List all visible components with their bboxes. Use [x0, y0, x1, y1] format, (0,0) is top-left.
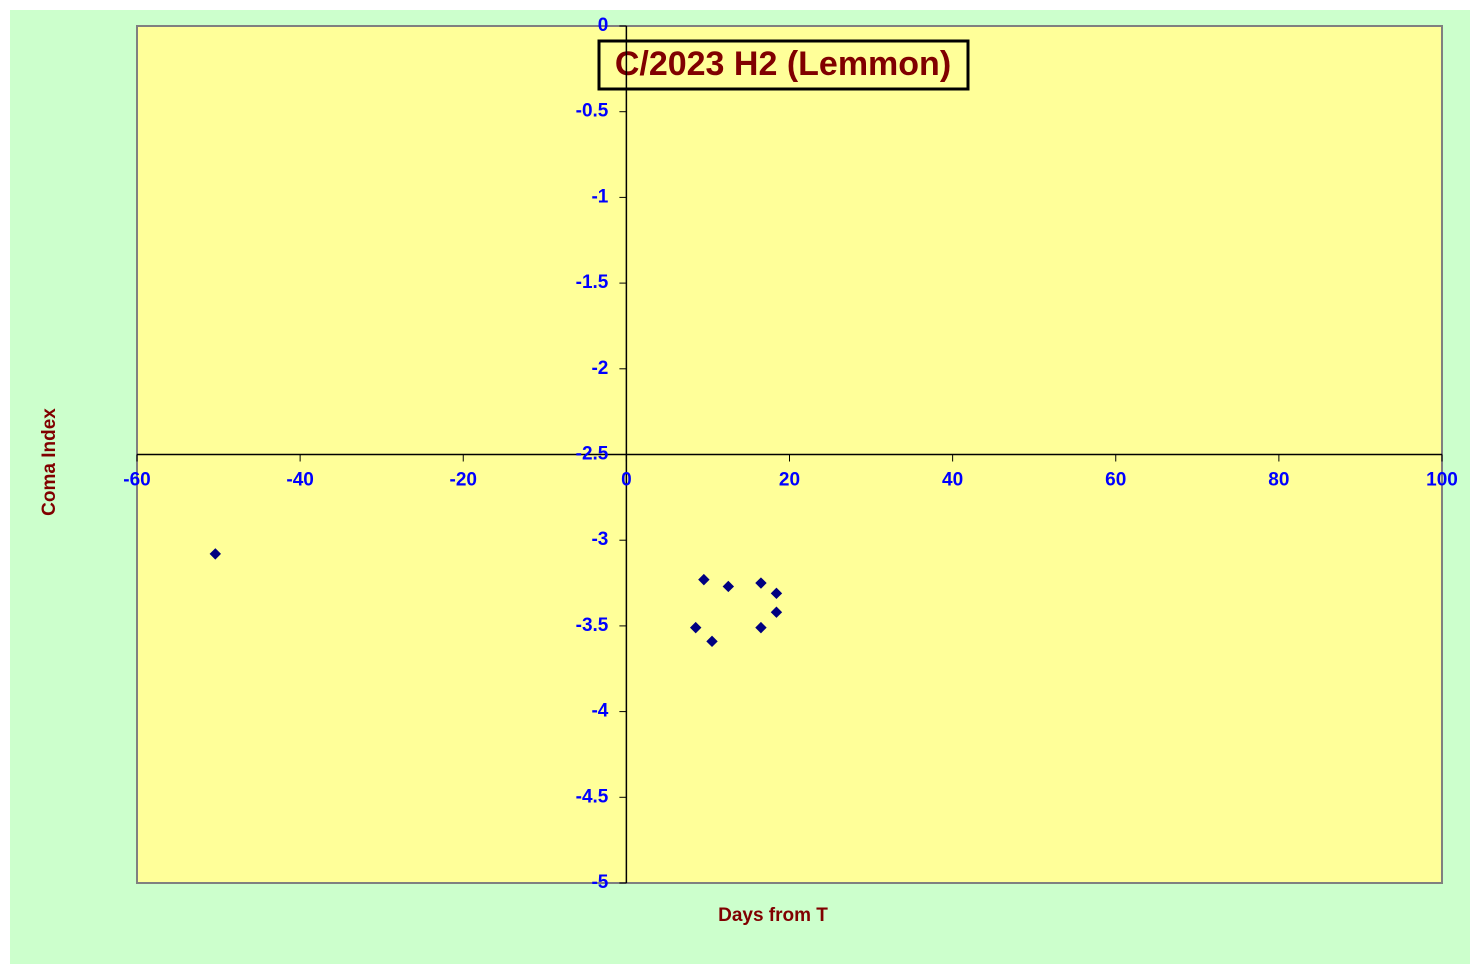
data-point — [755, 577, 767, 589]
x-tick-label: -20 — [450, 470, 477, 491]
y-tick-label: -2.5 — [576, 444, 609, 465]
data-point — [722, 580, 735, 593]
data-point — [706, 635, 718, 648]
x-axis-label: Days from T — [718, 905, 828, 926]
data-point — [770, 606, 783, 618]
chart-title: C/2023 H2 (Lemmon) — [615, 45, 951, 83]
y-axis-label: Coma Index — [39, 408, 60, 516]
y-tick-label: -3.5 — [576, 615, 609, 636]
y-tick-label: 0 — [598, 15, 609, 36]
y-tick-label: -2 — [591, 358, 608, 379]
y-tick-label: -1 — [591, 186, 608, 207]
title-box — [597, 39, 970, 91]
data-point — [755, 621, 767, 634]
y-tick-label: -0.5 — [576, 101, 609, 122]
y-tick-label: -4 — [591, 701, 608, 722]
data-point — [698, 573, 710, 586]
x-tick-label: 60 — [1105, 470, 1126, 491]
data-point — [689, 621, 702, 634]
x-tick-label: 20 — [779, 470, 800, 491]
x-tick-label: 40 — [942, 470, 963, 491]
x-tick-label: -40 — [286, 470, 313, 491]
x-tick-label: 0 — [621, 470, 632, 491]
y-tick-label: -5 — [591, 872, 608, 893]
y-tick-label: -4.5 — [576, 786, 609, 807]
x-tick-label: -60 — [123, 470, 150, 491]
x-tick-label: 80 — [1268, 470, 1289, 491]
x-tick-label: 100 — [1426, 470, 1458, 491]
data-point — [770, 587, 783, 600]
y-tick-label: -1.5 — [576, 272, 609, 293]
y-tick-label: -3 — [591, 529, 608, 550]
data-point — [209, 548, 222, 560]
